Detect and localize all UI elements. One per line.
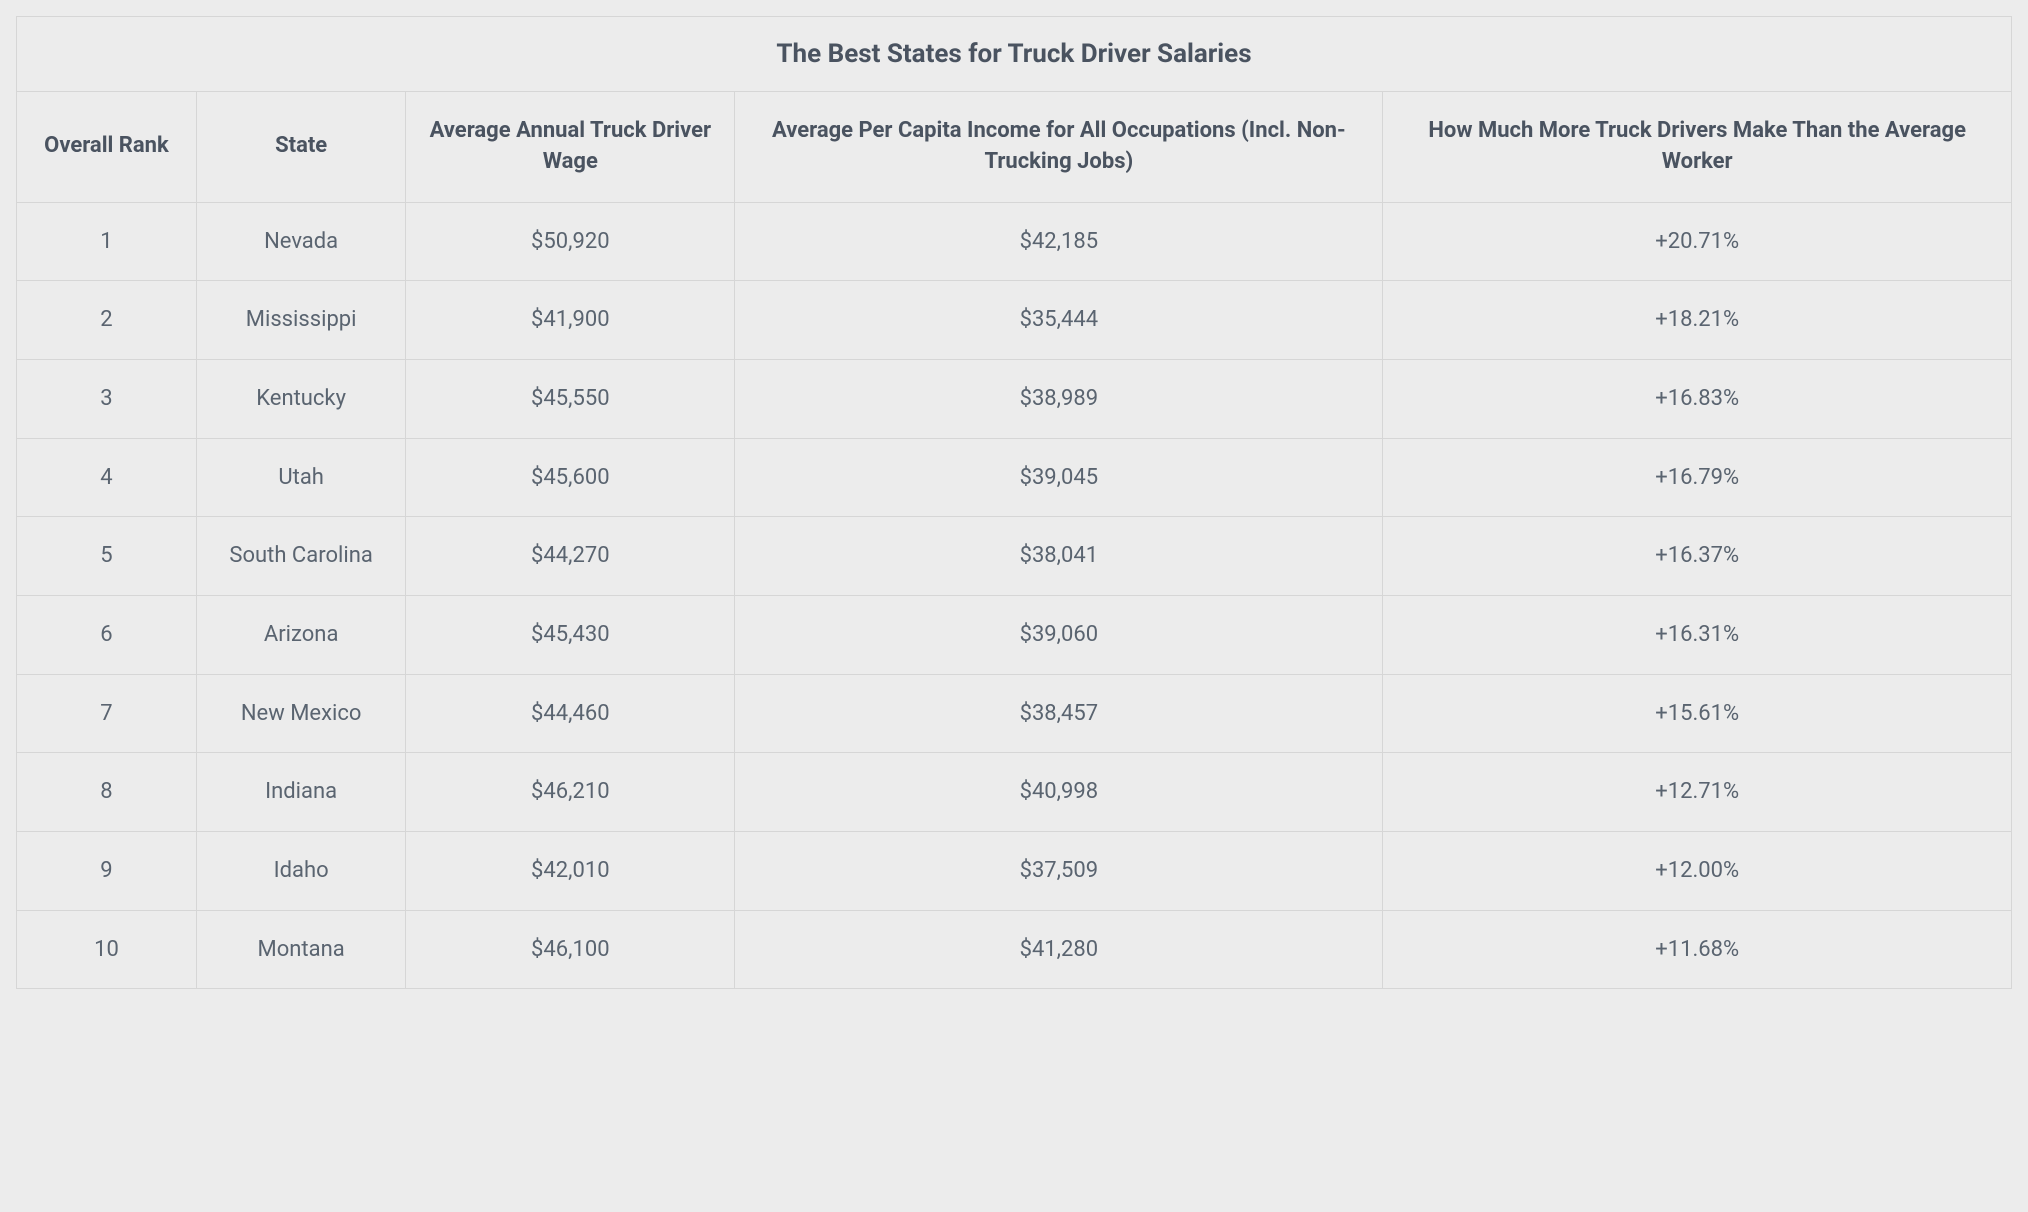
cell-income: $38,457 (735, 674, 1383, 753)
col-header-income: Average Per Capita Income for All Occupa… (735, 92, 1383, 202)
cell-state: New Mexico (196, 674, 405, 753)
cell-wage: $46,100 (406, 910, 735, 988)
table-row: 6 Arizona $45,430 $39,060 +16.31% (17, 596, 2011, 675)
cell-diff: +16.37% (1383, 517, 2011, 596)
cell-diff: +12.00% (1383, 832, 2011, 911)
salary-table-container: The Best States for Truck Driver Salarie… (16, 16, 2012, 989)
table-row: 1 Nevada $50,920 $42,185 +20.71% (17, 202, 2011, 281)
cell-state: Idaho (196, 832, 405, 911)
cell-diff: +12.71% (1383, 753, 2011, 832)
col-header-rank: Overall Rank (17, 92, 196, 202)
cell-state: Mississippi (196, 281, 405, 360)
table-row: 9 Idaho $42,010 $37,509 +12.00% (17, 832, 2011, 911)
table-row: 4 Utah $45,600 $39,045 +16.79% (17, 438, 2011, 517)
table-header-row: Overall Rank State Average Annual Truck … (17, 92, 2011, 202)
col-header-wage: Average Annual Truck Driver Wage (406, 92, 735, 202)
cell-wage: $45,600 (406, 438, 735, 517)
cell-rank: 2 (17, 281, 196, 360)
table-row: 8 Indiana $46,210 $40,998 +12.71% (17, 753, 2011, 832)
cell-wage: $44,270 (406, 517, 735, 596)
salary-table: Overall Rank State Average Annual Truck … (17, 92, 2011, 988)
cell-diff: +16.83% (1383, 359, 2011, 438)
cell-diff: +20.71% (1383, 202, 2011, 281)
table-row: 5 South Carolina $44,270 $38,041 +16.37% (17, 517, 2011, 596)
cell-diff: +16.31% (1383, 596, 2011, 675)
cell-diff: +16.79% (1383, 438, 2011, 517)
cell-rank: 7 (17, 674, 196, 753)
cell-income: $40,998 (735, 753, 1383, 832)
cell-wage: $41,900 (406, 281, 735, 360)
cell-income: $38,989 (735, 359, 1383, 438)
col-header-state: State (196, 92, 405, 202)
cell-rank: 10 (17, 910, 196, 988)
cell-rank: 6 (17, 596, 196, 675)
cell-state: Kentucky (196, 359, 405, 438)
cell-diff: +11.68% (1383, 910, 2011, 988)
cell-rank: 1 (17, 202, 196, 281)
cell-wage: $45,550 (406, 359, 735, 438)
table-title: The Best States for Truck Driver Salarie… (17, 17, 2011, 92)
cell-rank: 4 (17, 438, 196, 517)
cell-rank: 3 (17, 359, 196, 438)
cell-diff: +15.61% (1383, 674, 2011, 753)
cell-wage: $44,460 (406, 674, 735, 753)
cell-wage: $46,210 (406, 753, 735, 832)
cell-state: South Carolina (196, 517, 405, 596)
cell-income: $39,045 (735, 438, 1383, 517)
col-header-diff: How Much More Truck Drivers Make Than th… (1383, 92, 2011, 202)
cell-diff: +18.21% (1383, 281, 2011, 360)
cell-income: $38,041 (735, 517, 1383, 596)
table-row: 3 Kentucky $45,550 $38,989 +16.83% (17, 359, 2011, 438)
table-row: 2 Mississippi $41,900 $35,444 +18.21% (17, 281, 2011, 360)
cell-rank: 9 (17, 832, 196, 911)
table-row: 7 New Mexico $44,460 $38,457 +15.61% (17, 674, 2011, 753)
cell-state: Utah (196, 438, 405, 517)
cell-state: Indiana (196, 753, 405, 832)
cell-income: $37,509 (735, 832, 1383, 911)
cell-income: $39,060 (735, 596, 1383, 675)
cell-rank: 5 (17, 517, 196, 596)
cell-state: Arizona (196, 596, 405, 675)
cell-income: $35,444 (735, 281, 1383, 360)
cell-state: Nevada (196, 202, 405, 281)
cell-wage: $42,010 (406, 832, 735, 911)
cell-income: $41,280 (735, 910, 1383, 988)
table-row: 10 Montana $46,100 $41,280 +11.68% (17, 910, 2011, 988)
cell-wage: $50,920 (406, 202, 735, 281)
cell-wage: $45,430 (406, 596, 735, 675)
cell-state: Montana (196, 910, 405, 988)
cell-rank: 8 (17, 753, 196, 832)
cell-income: $42,185 (735, 202, 1383, 281)
